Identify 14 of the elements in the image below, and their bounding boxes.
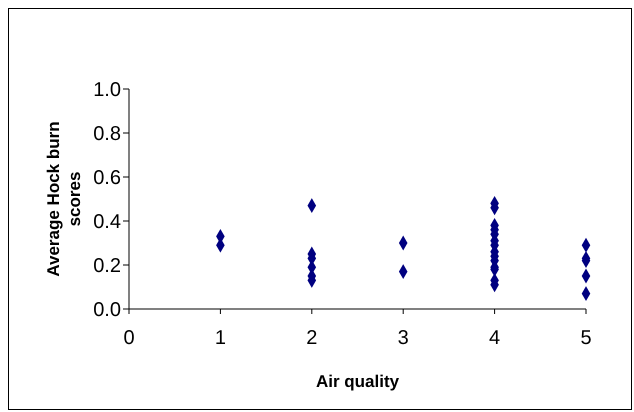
y-tick-label: 0.8 [93,123,121,146]
y-axis-title: Average Hock burn scores [44,121,84,277]
y-tick-label: 0.6 [93,167,121,190]
y-tick-label: 0.2 [93,255,121,278]
x-tick-label: 1 [214,327,226,350]
y-tick-label: 0.4 [93,211,121,234]
x-tick-label: 5 [580,327,592,350]
y-tick-label: 0.0 [93,299,121,322]
x-tick-label: 2 [306,327,318,350]
y-tick-label: 1.0 [93,79,121,102]
x-axis-title: Air quality [316,372,400,391]
x-tick-label: 0 [123,327,135,350]
x-tick-label: 3 [398,327,409,350]
x-tick-label: 4 [489,327,500,350]
